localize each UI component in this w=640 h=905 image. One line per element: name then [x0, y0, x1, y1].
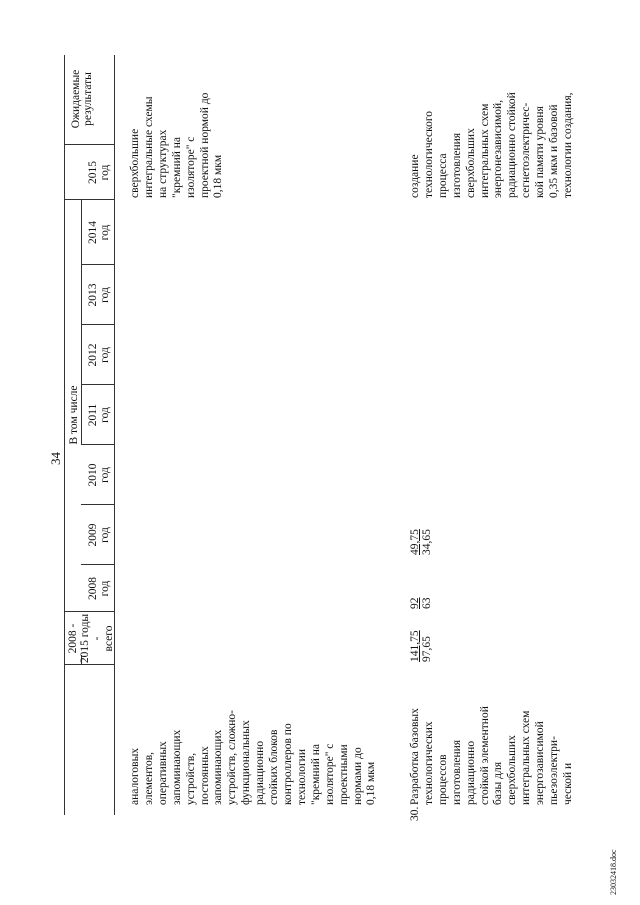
header-expected-results: Ожидаемые результаты [70, 69, 94, 129]
header-year-2009: 2009 год [87, 523, 111, 547]
header-year-2010: 2010 год [87, 463, 111, 487]
header-year-2014: 2014 год [87, 221, 111, 244]
header-year-2011: 2011 год [87, 403, 111, 427]
header-year-2008: 2008 год [87, 577, 111, 600]
row-2-2008-value-2: 63 [421, 597, 433, 610]
header-top-border [64, 55, 65, 815]
row-2-number: 30. [409, 806, 421, 821]
row-1-name: аналоговых элементов, оперативных запоми… [129, 710, 378, 805]
row-2-result: создание технологического процесса изгот… [409, 92, 574, 198]
header-year-2013: 2013 год [87, 283, 111, 307]
header-bottom-border [114, 55, 115, 815]
row-1-result: сверхбольшие интегральные схемы на струк… [129, 92, 225, 198]
header-in-that-number: В том числе [68, 385, 80, 445]
row-2-name: Разработка базовых технологических проце… [409, 706, 574, 805]
header-in-that-number-divider [81, 200, 82, 445]
row-2-2009-value-2: 34,65 [421, 529, 433, 555]
header-year-2015: 2015 год [87, 161, 111, 184]
page-number: 34 [48, 452, 63, 465]
footer-file-code: 23032418.doc [609, 849, 618, 895]
row-2-total-value-2: 97,65 [421, 636, 433, 662]
header-total: 2008 - 2015 годы - всего [67, 613, 115, 664]
header-year-2012: 2012 год [87, 343, 111, 367]
row-2-total-value-1: 141,75 [409, 630, 421, 662]
row-2-2009-value-1: 49,75 [409, 529, 421, 555]
row-2-2008-value-1: 92 [409, 597, 421, 610]
